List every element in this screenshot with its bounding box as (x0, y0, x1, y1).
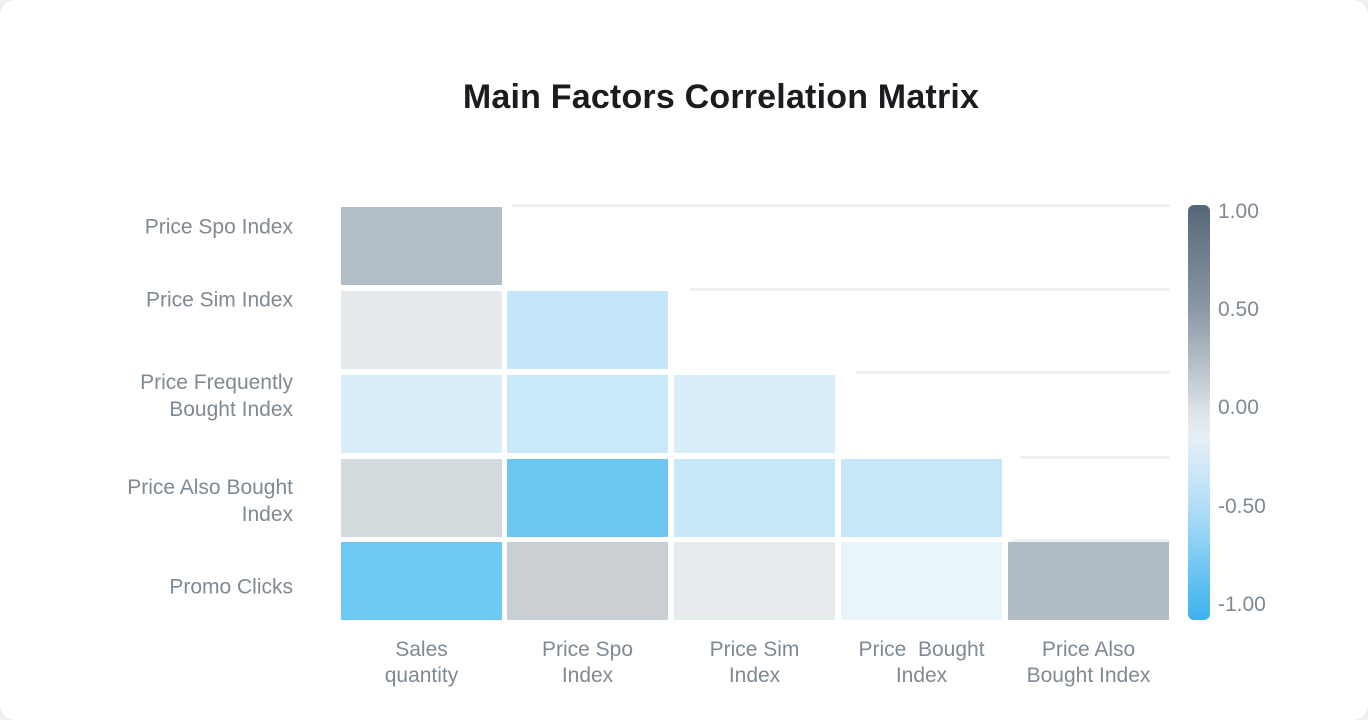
heatmap-cell[interactable] (841, 542, 1002, 620)
x-axis-label: Price Also Bought Index (1026, 638, 1151, 687)
gridline (855, 371, 1170, 374)
chart-title: Main Factors Correlation Matrix (462, 78, 980, 116)
x-axis-label: Price Sim Index (709, 638, 800, 687)
y-axis-label: Promo Clicks (169, 575, 293, 599)
colorbar-gradient (1188, 205, 1210, 620)
heatmap-cell[interactable] (674, 459, 835, 537)
heatmap-cell[interactable] (341, 459, 502, 537)
heatmap-cell[interactable] (1008, 542, 1169, 620)
heatmap-cell[interactable] (507, 542, 668, 620)
heatmap-cell[interactable] (674, 375, 835, 453)
heatmap-cell[interactable] (507, 459, 668, 537)
y-axis-label: Price Also Bought Index (127, 476, 293, 526)
gridline (512, 204, 1170, 207)
heatmap-cell[interactable] (341, 542, 502, 620)
heatmap-cell[interactable] (341, 207, 502, 285)
colorbar-tick-label: -0.50 (1218, 495, 1266, 518)
colorbar-tick-label: -1.00 (1218, 593, 1266, 616)
colorbar-tick-label: 0.00 (1218, 396, 1259, 419)
gridline (1011, 539, 1170, 542)
heatmap-cell[interactable] (341, 375, 502, 453)
y-axis-label: Price Sim Index (145, 288, 293, 312)
heatmap-cell[interactable] (507, 375, 668, 453)
x-axis-label: Price Spo Index (541, 638, 634, 687)
gridline (1020, 456, 1170, 459)
colorbar-tick-label: 1.00 (1218, 200, 1259, 223)
gridline (690, 288, 1170, 291)
colorbar-tick-label: 0.50 (1218, 298, 1259, 321)
heatmap-cell[interactable] (507, 291, 668, 369)
x-axis-label: Sales quantity (384, 638, 459, 687)
heatmap-cell[interactable] (674, 542, 835, 620)
y-axis-label: Price Frequently Bought Index (140, 371, 293, 421)
heatmap-cell[interactable] (341, 291, 502, 369)
y-axis-label: Price Spo Index (144, 215, 293, 239)
heatmap-cell[interactable] (841, 459, 1002, 537)
x-axis-label: Price Bought Index (858, 638, 985, 687)
